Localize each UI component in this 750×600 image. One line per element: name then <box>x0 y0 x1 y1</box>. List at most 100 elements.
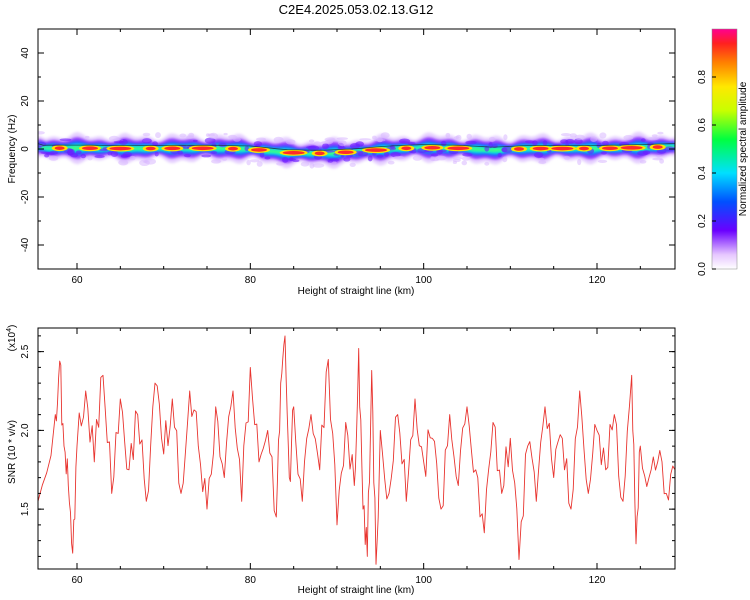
snr-frame <box>37 327 676 570</box>
spectral-peak <box>228 146 238 151</box>
spectral-speckle <box>287 158 296 161</box>
spectral-speckle <box>563 155 571 160</box>
spectral-speckle <box>273 136 284 143</box>
spectral-speckle <box>488 142 493 149</box>
spectrogram-x-tick-label: 120 <box>589 275 606 286</box>
spectral-speckle <box>49 150 59 155</box>
colorbar: 0.0 0.2 0.4 0.6 0.8 Normalized spectral ampl… <box>697 28 749 276</box>
spectral-speckle <box>412 155 423 161</box>
spectral-speckle <box>327 158 334 163</box>
spectral-speckle <box>154 151 159 157</box>
spectral-speckle <box>387 160 395 165</box>
spectral-speckle <box>256 137 266 141</box>
spectral-speckle <box>538 157 545 161</box>
spectral-speckle <box>177 150 183 155</box>
spectral-speckle <box>435 155 447 161</box>
spectral-speckle <box>484 146 490 152</box>
spectral-speckle <box>502 156 508 163</box>
spectrogram-y-ticks: 40 20 0 -20 -40 <box>20 28 675 270</box>
spectral-speckle <box>380 132 390 139</box>
snr-x-label: Height of straight line (km) <box>298 585 415 596</box>
spectral-speckle <box>484 161 490 166</box>
spectral-speckle <box>466 133 472 140</box>
spectral-peak <box>579 146 589 151</box>
spectral-speckle <box>640 138 646 142</box>
snr-y-tick-label: 2.5 <box>20 344 31 358</box>
spectrogram-x-tick-label: 80 <box>245 275 257 286</box>
spectral-speckle <box>488 136 496 142</box>
spectral-speckle <box>210 151 218 154</box>
spectral-speckle <box>40 151 51 155</box>
spectral-peak <box>109 146 132 151</box>
spectral-speckle <box>142 132 151 137</box>
snr-y-tick-label: 2.0 <box>20 423 31 437</box>
spectral-speckle <box>201 154 212 158</box>
spectral-speckle <box>647 136 659 141</box>
spectral-speckle <box>436 149 447 153</box>
spectral-speckle <box>623 135 634 140</box>
spectral-speckle <box>445 132 451 138</box>
spectral-speckle <box>244 146 250 152</box>
snr-x-tick-label: 100 <box>415 575 432 586</box>
spectral-speckle <box>465 140 477 145</box>
spectral-speckle <box>207 133 215 137</box>
spectral-speckle <box>300 161 310 167</box>
spectrogram-panel: 60 80 100 120 40 20 0 -20 -40 Height of straigh… <box>7 28 676 297</box>
spectral-speckle <box>399 138 411 144</box>
spectral-peak <box>551 146 574 151</box>
spectral-peak <box>424 145 441 150</box>
spectral-speckle <box>452 160 457 164</box>
spectral-speckle <box>129 155 136 161</box>
snr-y-scale: (x104) <box>6 325 18 352</box>
spectral-speckle <box>656 155 662 158</box>
spectral-speckle <box>372 135 377 140</box>
spectral-speckle <box>652 157 663 161</box>
spectral-speckle <box>651 134 658 138</box>
spectral-speckle <box>597 159 608 163</box>
colorbar-tick-label: 0.4 <box>697 166 708 180</box>
spectral-speckle <box>657 131 664 135</box>
spectral-speckle <box>211 159 222 164</box>
spectral-peak <box>314 151 325 156</box>
spectral-speckle <box>355 141 365 147</box>
spectral-speckle <box>256 161 263 167</box>
spectral-speckle <box>282 156 289 163</box>
chart-title: C2E4.2025.053.02.13.G12 <box>279 2 434 17</box>
spectral-speckle <box>367 155 373 162</box>
spectral-speckle <box>453 136 460 139</box>
snr-y-label: SNR (10 * v/v) <box>7 420 18 484</box>
colorbar-tick-label: 0.8 <box>697 70 708 84</box>
colorbar-tick-label: 0.2 <box>697 214 708 228</box>
spectral-peak <box>191 146 214 151</box>
spectral-speckle <box>407 142 416 145</box>
spectrogram-y-tick-label: 20 <box>20 95 31 107</box>
spectral-peak <box>620 146 643 150</box>
spectral-speckle <box>120 154 131 157</box>
spectral-peak <box>54 146 65 150</box>
spectral-speckle <box>574 134 585 140</box>
spectral-speckle <box>565 139 575 144</box>
spectral-speckle <box>337 146 346 150</box>
spectral-speckle <box>222 157 228 161</box>
spectral-speckle <box>87 156 93 161</box>
spectral-speckle <box>48 155 59 161</box>
spectral-speckle <box>155 132 161 139</box>
colorbar-tick-label: 0.0 <box>697 262 708 276</box>
spectrogram-x-tick-label: 60 <box>71 275 83 286</box>
spectral-speckle <box>359 138 371 141</box>
spectral-speckle <box>326 139 336 142</box>
spectral-speckle <box>462 152 473 157</box>
spectral-speckle <box>264 156 271 160</box>
spectrogram-x-tick-label: 100 <box>415 275 432 286</box>
spectral-speckle <box>322 143 329 150</box>
spectral-speckle <box>75 150 82 154</box>
spectral-speckle <box>223 132 228 136</box>
spectral-speckle <box>233 137 241 142</box>
spectral-speckle <box>639 160 647 164</box>
spectral-speckle <box>600 151 607 155</box>
spectral-peak <box>82 146 98 151</box>
spectral-speckle <box>538 160 547 164</box>
spectral-speckle <box>249 159 260 163</box>
spectral-speckle <box>336 137 349 141</box>
